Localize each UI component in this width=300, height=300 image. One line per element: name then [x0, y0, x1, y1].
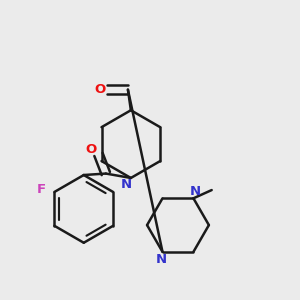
Text: N: N: [189, 185, 200, 198]
Text: O: O: [85, 143, 97, 157]
Text: N: N: [155, 253, 167, 266]
Text: N: N: [121, 178, 132, 191]
Text: F: F: [37, 182, 46, 196]
Text: O: O: [94, 83, 106, 96]
